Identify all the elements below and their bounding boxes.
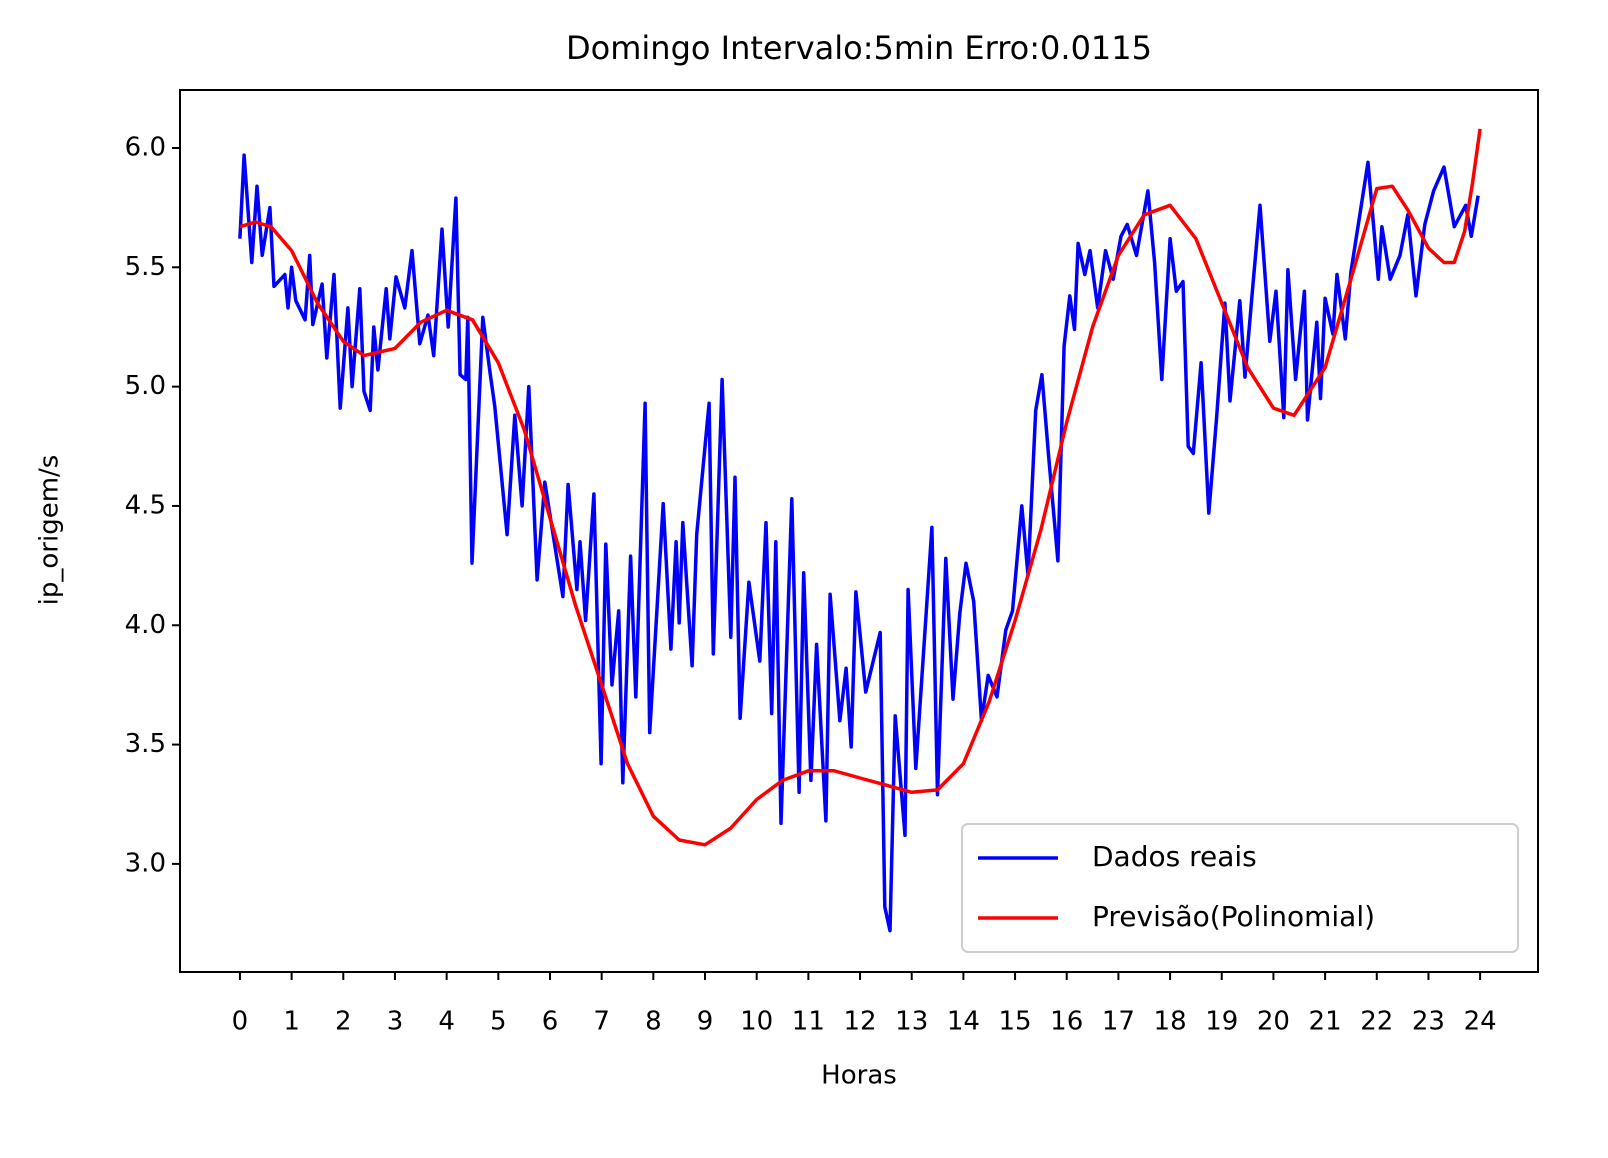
- x-tick-label: 16: [1050, 1007, 1083, 1037]
- x-tick-label: 24: [1464, 1007, 1497, 1037]
- x-tick-label: 15: [999, 1007, 1032, 1037]
- x-tick-label: 13: [895, 1007, 928, 1037]
- x-tick-label: 1: [283, 1007, 300, 1037]
- x-axis-label: Horas: [821, 1061, 897, 1091]
- y-axis-label: ip_origem/s: [35, 455, 65, 606]
- x-tick-label: 6: [542, 1007, 559, 1037]
- x-tick-label: 2: [335, 1007, 352, 1037]
- x-tick-label: 18: [1154, 1007, 1187, 1037]
- x-tick-label: 20: [1257, 1007, 1290, 1037]
- x-tick-label: 12: [843, 1007, 876, 1037]
- legend: Dados reais Previsão(Polinomial): [961, 823, 1519, 953]
- legend-label: Previsão(Polinomial): [1092, 900, 1375, 933]
- x-tick-label: 4: [438, 1007, 455, 1037]
- data-line: [238, 153, 1480, 933]
- y-tick-label: 5.0: [125, 371, 166, 401]
- x-tick-label: 8: [645, 1007, 662, 1037]
- x-tick-label: 21: [1309, 1007, 1342, 1037]
- y-tick-label: 5.5: [125, 252, 166, 282]
- legend-label: Dados reais: [1092, 840, 1257, 873]
- x-tick-label: 17: [1102, 1007, 1135, 1037]
- x-tick-label: 0: [232, 1007, 249, 1037]
- y-tick-label: 3.5: [125, 729, 166, 759]
- x-tick-label: 23: [1412, 1007, 1445, 1037]
- x-tick-label: 14: [947, 1007, 980, 1037]
- x-tick-label: 10: [740, 1007, 773, 1037]
- chart-title: Domingo Intervalo:5min Erro:0.0115: [566, 29, 1152, 67]
- y-tick-label: 3.0: [125, 848, 166, 878]
- legend-box: [961, 823, 1519, 953]
- x-tick-label: 5: [490, 1007, 507, 1037]
- x-tick-label: 19: [1205, 1007, 1238, 1037]
- x-tick-label: 3: [387, 1007, 404, 1037]
- x-tick-label: 7: [593, 1007, 610, 1037]
- y-tick-label: 4.5: [125, 490, 166, 520]
- y-tick-label: 4.0: [125, 610, 166, 640]
- x-tick-label: 22: [1360, 1007, 1393, 1037]
- x-tick-label: 11: [792, 1007, 825, 1037]
- data-line: [239, 128, 1482, 847]
- plot-frame: [179, 89, 1539, 973]
- y-tick-label: 6.0: [125, 132, 166, 162]
- x-tick-label: 9: [697, 1007, 714, 1037]
